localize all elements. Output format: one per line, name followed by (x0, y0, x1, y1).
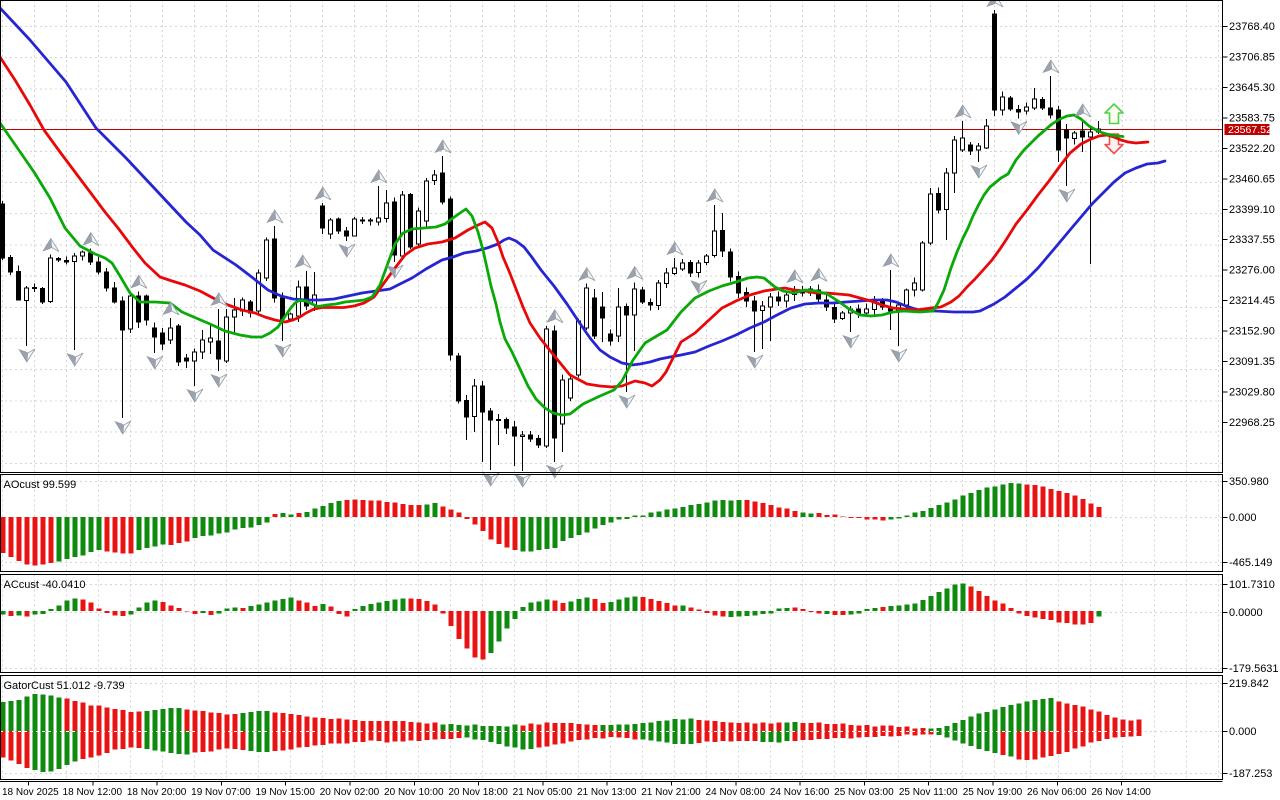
svg-text:219.842: 219.842 (1229, 678, 1269, 690)
svg-text:19 Nov 15:00: 19 Nov 15:00 (255, 787, 315, 798)
svg-text:18 Nov 12:00: 18 Nov 12:00 (63, 787, 123, 798)
svg-text:-465.149: -465.149 (1229, 557, 1272, 569)
svg-text:18 Nov 2025: 18 Nov 2025 (2, 787, 59, 798)
svg-text:23276.00: 23276.00 (1229, 265, 1275, 277)
svg-text:19 Nov 07:00: 19 Nov 07:00 (191, 787, 251, 798)
svg-text:25 Nov 11:00: 25 Nov 11:00 (899, 787, 958, 798)
svg-text:23460.65: 23460.65 (1229, 173, 1275, 185)
svg-text:23645.30: 23645.30 (1229, 82, 1275, 94)
svg-text:23091.35: 23091.35 (1229, 356, 1275, 368)
svg-text:23706.85: 23706.85 (1229, 52, 1275, 64)
svg-text:23583.75: 23583.75 (1229, 112, 1275, 124)
svg-text:20 Nov 10:00: 20 Nov 10:00 (384, 787, 444, 798)
svg-text:26 Nov 06:00: 26 Nov 06:00 (1027, 787, 1087, 798)
svg-text:26 Nov 14:00: 26 Nov 14:00 (1091, 787, 1151, 798)
svg-text:350.980: 350.980 (1229, 476, 1269, 488)
svg-text:101.7310: 101.7310 (1229, 579, 1275, 591)
svg-text:20 Nov 02:00: 20 Nov 02:00 (320, 787, 380, 798)
svg-text:21 Nov 21:00: 21 Nov 21:00 (641, 787, 701, 798)
svg-text:0.000: 0.000 (1229, 726, 1257, 738)
svg-text:0.0000: 0.0000 (1229, 607, 1263, 619)
svg-text:18 Nov 20:00: 18 Nov 20:00 (127, 787, 187, 798)
svg-text:0.000: 0.000 (1229, 512, 1257, 524)
svg-text:GatorCust 51.012 -9.739: GatorCust 51.012 -9.739 (4, 680, 125, 692)
svg-text:24 Nov 16:00: 24 Nov 16:00 (770, 787, 830, 798)
svg-text:23029.80: 23029.80 (1229, 387, 1275, 399)
svg-text:21 Nov 05:00: 21 Nov 05:00 (513, 787, 573, 798)
svg-text:23152.90: 23152.90 (1229, 326, 1275, 338)
svg-text:23214.45: 23214.45 (1229, 295, 1275, 307)
svg-text:25 Nov 19:00: 25 Nov 19:00 (963, 787, 1023, 798)
svg-text:22968.25: 22968.25 (1229, 417, 1275, 429)
svg-text:-187.253: -187.253 (1229, 768, 1272, 780)
svg-text:-179.5631: -179.5631 (1229, 663, 1279, 675)
svg-text:23522.20: 23522.20 (1229, 143, 1275, 155)
svg-text:25 Nov 03:00: 25 Nov 03:00 (834, 787, 894, 798)
svg-text:24 Nov 08:00: 24 Nov 08:00 (706, 787, 766, 798)
svg-text:23399.10: 23399.10 (1229, 204, 1275, 216)
svg-text:23567.52: 23567.52 (1228, 124, 1272, 136)
svg-text:23337.55: 23337.55 (1229, 234, 1275, 246)
svg-text:21 Nov 13:00: 21 Nov 13:00 (577, 787, 637, 798)
svg-text:AOcust 99.599: AOcust 99.599 (4, 479, 77, 491)
svg-text:20 Nov 18:00: 20 Nov 18:00 (448, 787, 508, 798)
svg-text:23768.40: 23768.40 (1229, 21, 1275, 33)
svg-text:ACcust -40.0410: ACcust -40.0410 (4, 579, 86, 591)
